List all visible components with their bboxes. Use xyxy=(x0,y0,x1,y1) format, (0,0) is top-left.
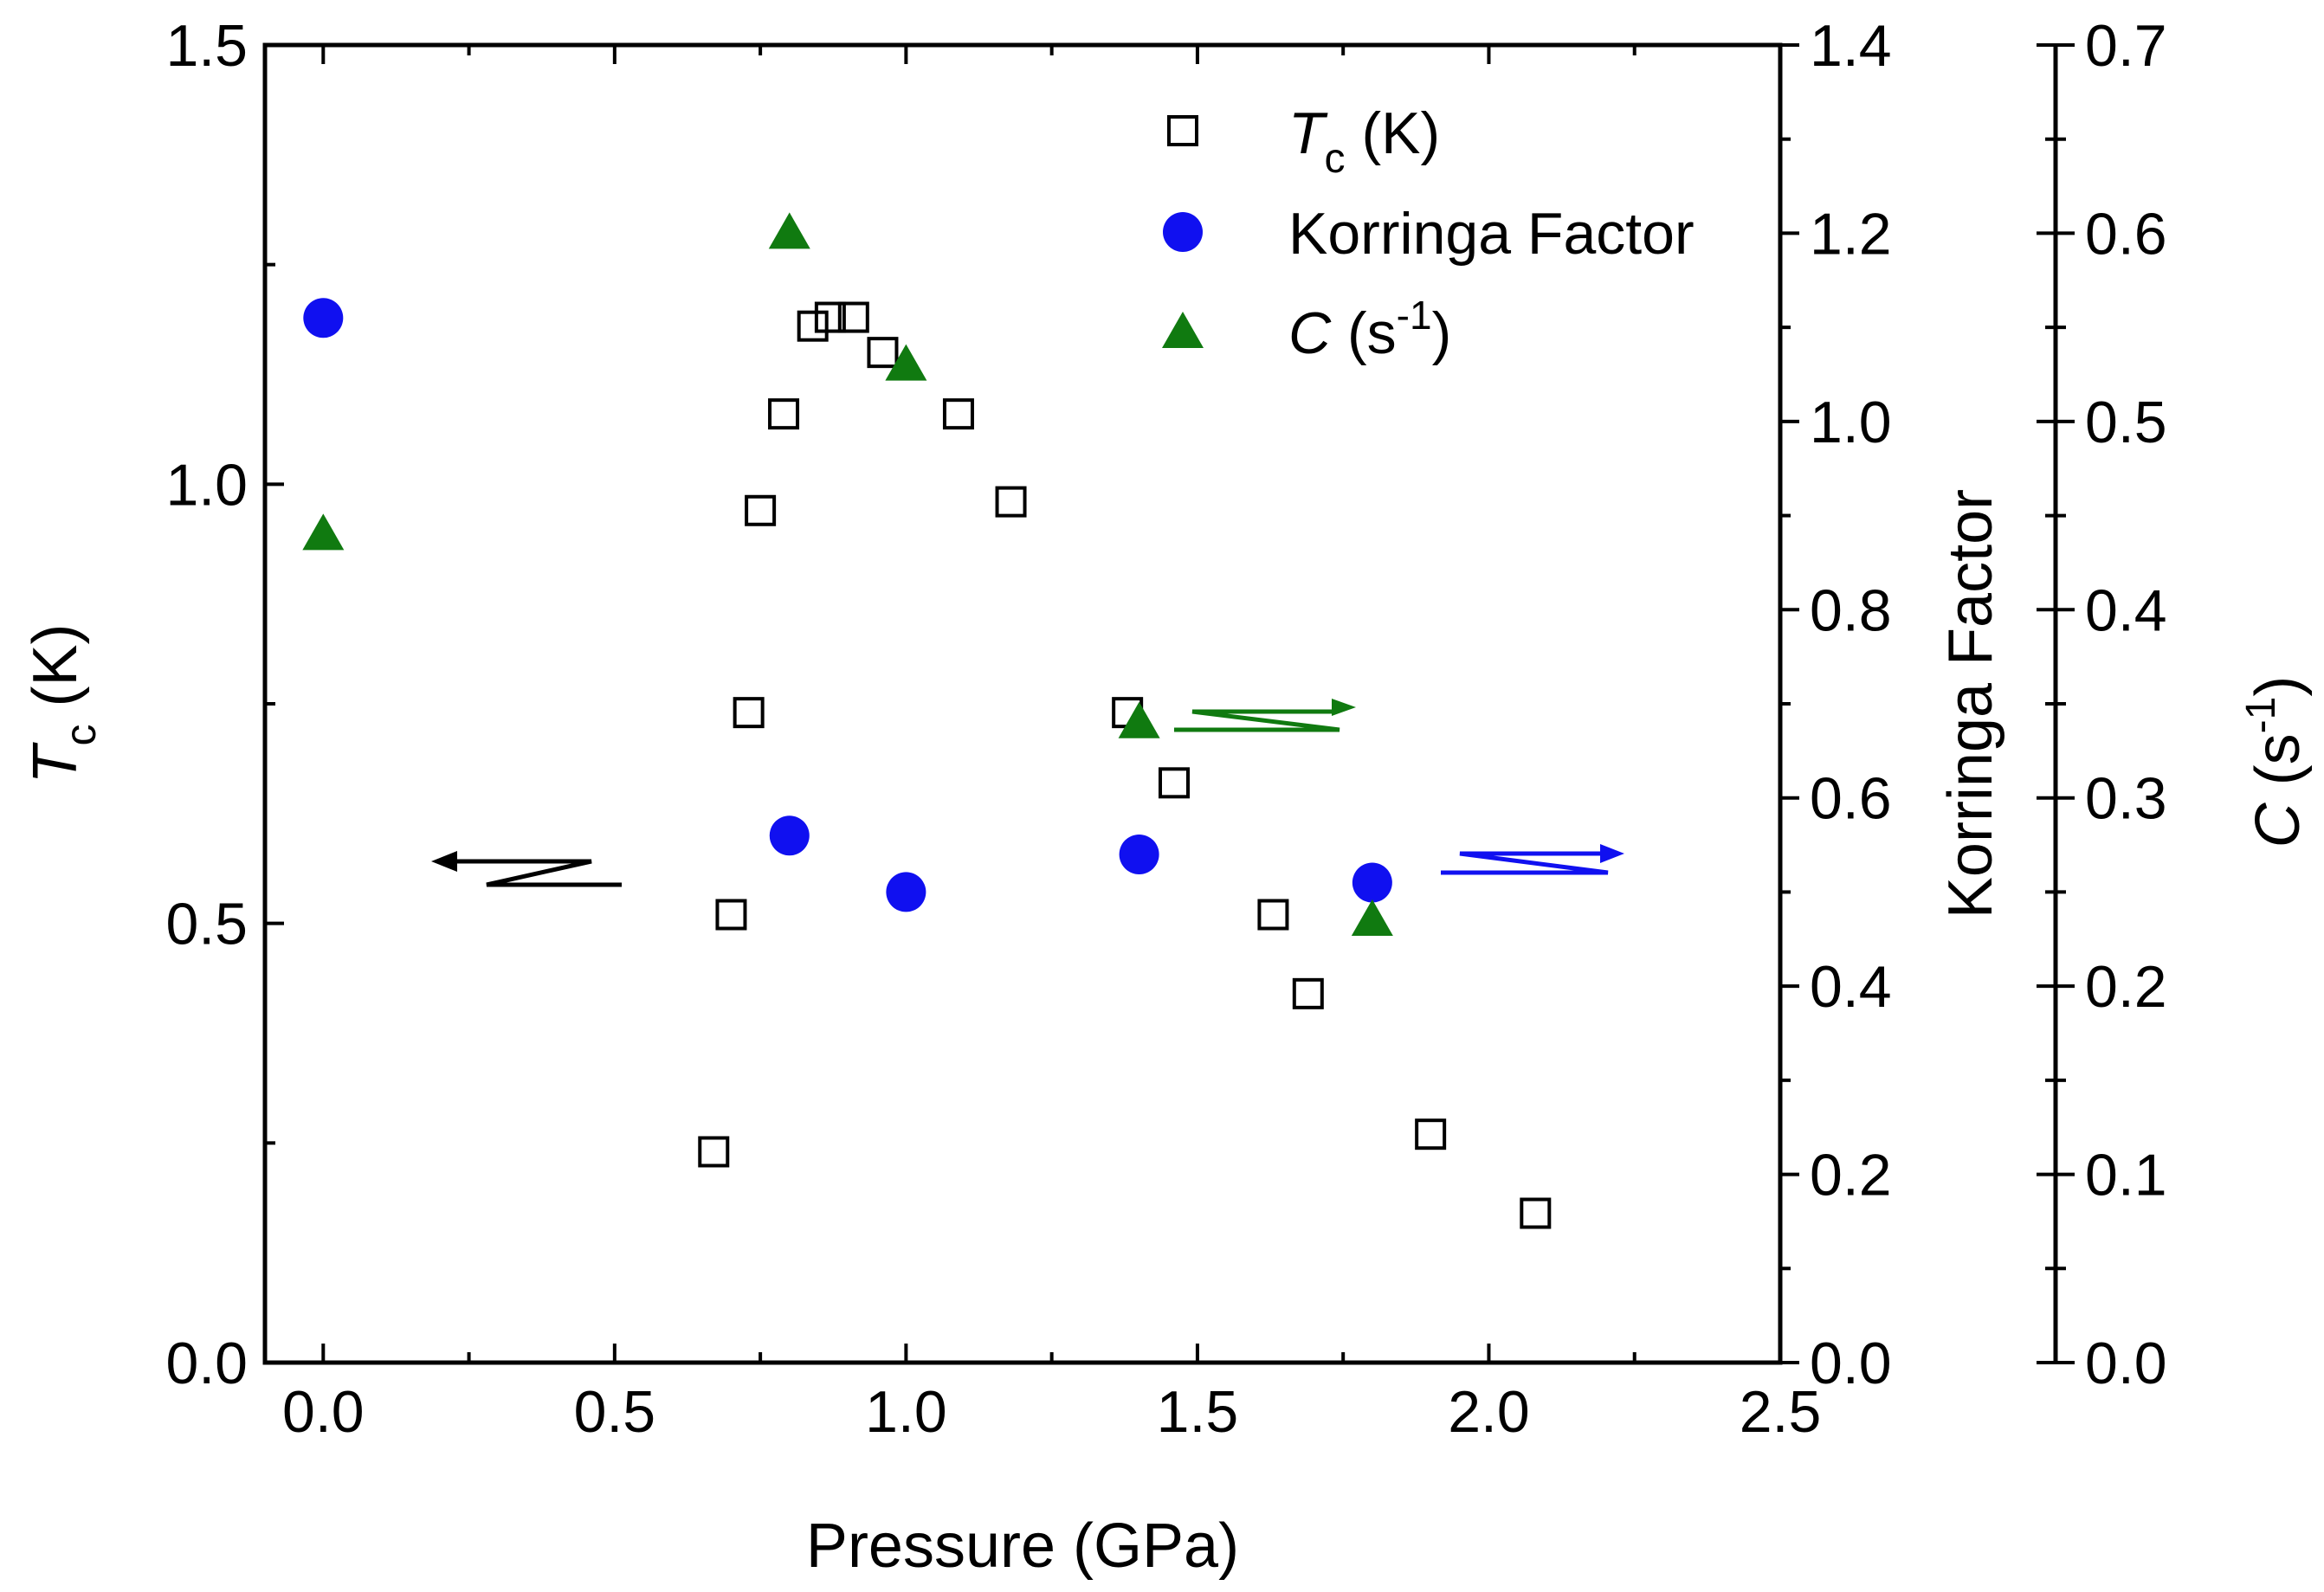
legend-marker-c xyxy=(1162,312,1204,348)
right2-tick-label: 0.5 xyxy=(2085,390,2167,455)
legend-marker-tc xyxy=(1167,115,1198,146)
legend-label-korringa: Korringa Factor xyxy=(1288,201,1695,267)
axes-group: 0.0 0.5 1.0 1.5 2.0 2.50.00.51.01.50.00.20.40… xyxy=(165,13,2166,1445)
tc-point xyxy=(1292,977,1324,1009)
tc-point xyxy=(797,310,829,342)
left-tick-label: 1.5 xyxy=(165,13,248,79)
c-point xyxy=(1118,701,1160,738)
right2-tick-label: 0.2 xyxy=(2085,954,2167,1020)
right2-tick-label: 0.7 xyxy=(2085,13,2167,79)
tc-point xyxy=(1520,1197,1552,1229)
right1-tick-label: 1.0 xyxy=(1810,390,1892,455)
right1-axis-title: Korringa Factor xyxy=(1936,489,2005,918)
right1-tick-label: 1.2 xyxy=(1810,201,1892,267)
left-tick-label: 0.5 xyxy=(165,892,248,957)
x-axis-title: Pressure (GPa) xyxy=(806,1511,1239,1581)
legend-label-tc: Tc (K) xyxy=(1288,100,1440,182)
x-tick-label: 1.5 xyxy=(1157,1379,1239,1445)
tc-point xyxy=(715,899,747,931)
legend-label-c: C (s-1) xyxy=(1288,293,1451,366)
right2-tick-label: 0.4 xyxy=(2085,577,2167,643)
right1-tick-label: 0.6 xyxy=(1810,766,1892,832)
c-point xyxy=(885,344,927,381)
right1-tick-label: 0.8 xyxy=(1810,577,1892,643)
annotation-arrow-right1-axis xyxy=(1441,844,1624,875)
right1-tick-label: 0.4 xyxy=(1810,954,1892,1020)
right2-tick-label: 0.0 xyxy=(2085,1331,2167,1396)
korringa-point xyxy=(1119,834,1159,874)
tc-point xyxy=(1159,767,1190,799)
left-tick-label: 0.0 xyxy=(165,1331,248,1396)
c-point xyxy=(768,212,810,249)
c-point xyxy=(302,513,345,551)
legend: Tc (K) Korringa Factor C (s-1) xyxy=(1162,100,1695,366)
annotation-arrow-left-axis xyxy=(431,851,622,887)
x-tick-label: 0.5 xyxy=(574,1379,656,1445)
right1-tick-label: 1.4 xyxy=(1810,13,1892,79)
korringa-point xyxy=(303,298,344,338)
tc-point xyxy=(837,301,869,333)
x-tick-label: 1.0 xyxy=(865,1379,947,1445)
annotation-arrow-right2-axis xyxy=(1174,699,1356,732)
tc-point xyxy=(995,486,1027,518)
korringa-point xyxy=(1352,862,1392,903)
left-tick-label: 1.0 xyxy=(165,452,248,518)
x-tick-label: 2.5 xyxy=(1740,1379,1822,1445)
korringa-point xyxy=(886,872,926,912)
right1-tick-label: 0.0 xyxy=(1810,1331,1892,1396)
tc-point xyxy=(1415,1118,1447,1150)
korringa-point xyxy=(769,815,810,856)
right2-tick-label: 0.3 xyxy=(2085,766,2167,832)
tc-point xyxy=(867,337,899,369)
right2-tick-label: 0.1 xyxy=(2085,1143,2167,1209)
x-tick-label: 2.0 xyxy=(1448,1379,1530,1445)
tc-point xyxy=(745,494,777,526)
tc-point xyxy=(1257,899,1289,931)
c-point xyxy=(1351,899,1393,937)
marks-group xyxy=(302,212,1552,1229)
right2-tick-label: 0.6 xyxy=(2085,201,2167,267)
right2-axis-title: C (s-1) xyxy=(2238,676,2313,848)
right1-tick-label: 0.2 xyxy=(1810,1143,1892,1209)
x-tick-label: 0.0 xyxy=(282,1379,365,1445)
tc-point xyxy=(942,398,974,430)
left-axis-title: Tc (K) xyxy=(21,624,105,784)
tc-point xyxy=(768,398,800,430)
tc-point xyxy=(698,1136,730,1168)
legend-marker-korringa xyxy=(1163,212,1203,252)
tc-point xyxy=(814,301,846,333)
tc-point xyxy=(733,697,765,729)
